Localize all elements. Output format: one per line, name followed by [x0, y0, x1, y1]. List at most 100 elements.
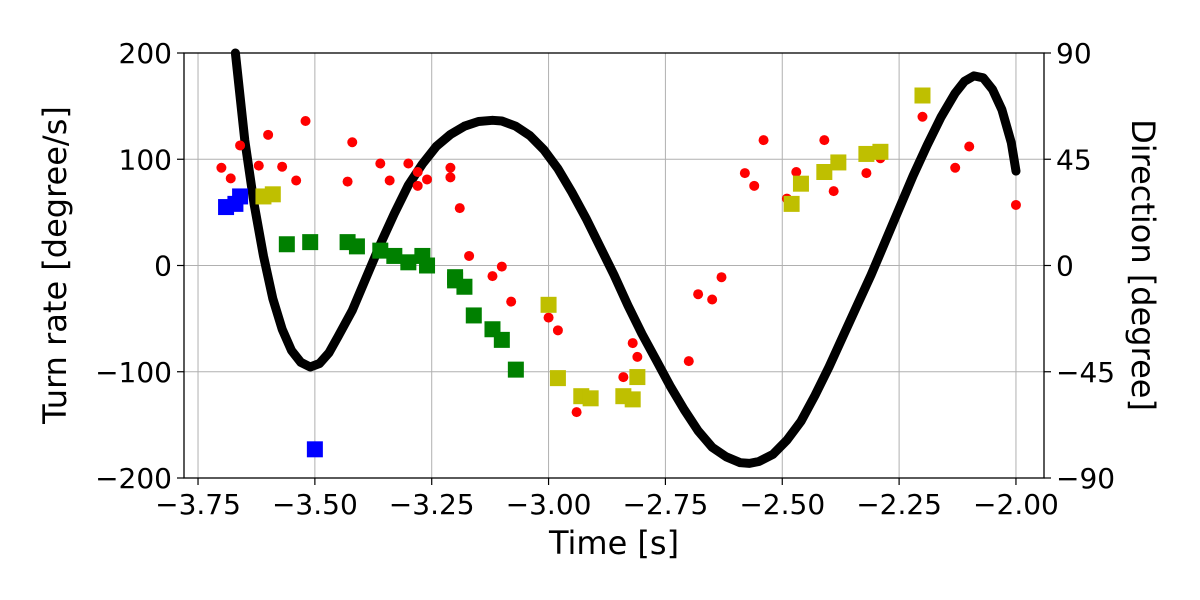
data-point	[263, 129, 274, 140]
y2-tick-label: −90	[1056, 462, 1115, 495]
data-point	[342, 176, 353, 187]
data-point	[582, 390, 599, 407]
data-point	[792, 175, 809, 192]
y2-tick-label: 0	[1056, 250, 1074, 283]
data-point	[618, 372, 629, 383]
data-point	[872, 143, 889, 160]
data-point	[828, 186, 839, 197]
data-point	[291, 175, 302, 186]
data-markers	[216, 87, 1021, 458]
data-point	[693, 289, 704, 300]
x-tick-label: −2.50	[739, 488, 825, 521]
y-tick-label: −100	[95, 356, 172, 389]
data-point	[861, 168, 872, 179]
data-point	[348, 238, 365, 255]
data-point	[758, 135, 769, 146]
y-tick-label: 200	[119, 37, 172, 70]
data-point	[791, 167, 802, 177]
data-point	[464, 250, 475, 261]
data-point	[858, 145, 875, 162]
y-tick-label: 100	[119, 143, 172, 176]
data-point	[403, 158, 414, 169]
y2-tick-label: 45	[1056, 143, 1092, 176]
data-point	[412, 167, 423, 177]
x-tick-label: −3.25	[389, 488, 475, 521]
data-point	[400, 254, 417, 271]
direction-curve	[230, 48, 1021, 468]
data-point	[496, 261, 507, 272]
series-2	[255, 87, 931, 408]
data-point	[624, 391, 641, 408]
data-point	[386, 247, 403, 264]
data-point	[1010, 199, 1021, 210]
data-point	[964, 141, 975, 152]
x-tick-label: −3.00	[506, 488, 592, 521]
data-point	[235, 140, 246, 151]
data-point	[347, 137, 358, 148]
data-point	[571, 407, 582, 418]
data-point	[372, 242, 389, 259]
data-point	[629, 369, 646, 386]
y-tick-label: 0	[154, 250, 172, 283]
data-point	[549, 370, 566, 387]
data-point	[419, 257, 436, 274]
x-tick-label: −2.25	[856, 488, 942, 521]
data-point	[540, 296, 557, 313]
data-point	[300, 116, 311, 126]
data-point	[278, 236, 295, 253]
data-point	[819, 135, 830, 146]
data-point	[830, 154, 847, 171]
data-point	[232, 188, 249, 205]
data-point	[422, 174, 433, 185]
x-tick-label: −3.75	[155, 488, 241, 521]
x-axis-title: Time [s]	[548, 524, 679, 562]
data-point	[487, 271, 498, 282]
data-point	[225, 173, 236, 184]
y2-tick-label: −45	[1056, 356, 1115, 389]
x-tick-label: −2.00	[973, 488, 1059, 521]
data-point	[306, 441, 323, 458]
data-point	[627, 338, 638, 349]
data-point	[445, 162, 456, 173]
data-point	[749, 180, 760, 191]
x-tick-label: −3.50	[272, 488, 358, 521]
y-axis-title: Turn rate [degree/s]	[36, 106, 74, 425]
y-tick-label: −200	[95, 462, 172, 495]
series-1	[218, 188, 323, 458]
data-point	[264, 186, 281, 203]
y-axis-right: −90 −45 0 45 90	[1044, 37, 1115, 495]
data-point	[445, 172, 456, 183]
data-point	[632, 351, 643, 362]
data-point	[507, 361, 524, 378]
data-point	[816, 164, 833, 180]
data-point	[914, 87, 931, 104]
data-point	[950, 162, 961, 173]
data-point	[456, 278, 473, 295]
data-point	[216, 162, 227, 173]
data-point	[493, 331, 510, 348]
data-point	[707, 294, 718, 305]
data-point	[465, 307, 482, 324]
data-point	[506, 296, 517, 307]
data-point	[253, 160, 264, 171]
data-point	[384, 175, 395, 186]
series-3	[278, 234, 524, 378]
y-axis-left: −200 −100 0 100 200	[95, 37, 184, 495]
x-axis: −3.75 −3.50 −3.25 −3.00 −2.75 −2.50 −2.25 −2.00	[155, 478, 1059, 521]
data-point	[302, 234, 319, 251]
data-point	[375, 158, 386, 169]
x-tick-label: −2.75	[623, 488, 709, 521]
direction-line	[230, 48, 1021, 468]
data-point	[277, 161, 288, 172]
data-point	[716, 272, 727, 283]
y2-axis-title: Direction [degree]	[1124, 119, 1162, 411]
data-point	[454, 203, 465, 214]
data-point	[412, 180, 423, 191]
y2-tick-label: 90	[1056, 37, 1092, 70]
data-point	[739, 168, 750, 179]
data-point	[683, 356, 694, 367]
data-point	[552, 325, 563, 336]
data-point	[783, 195, 800, 212]
data-point	[543, 312, 554, 323]
